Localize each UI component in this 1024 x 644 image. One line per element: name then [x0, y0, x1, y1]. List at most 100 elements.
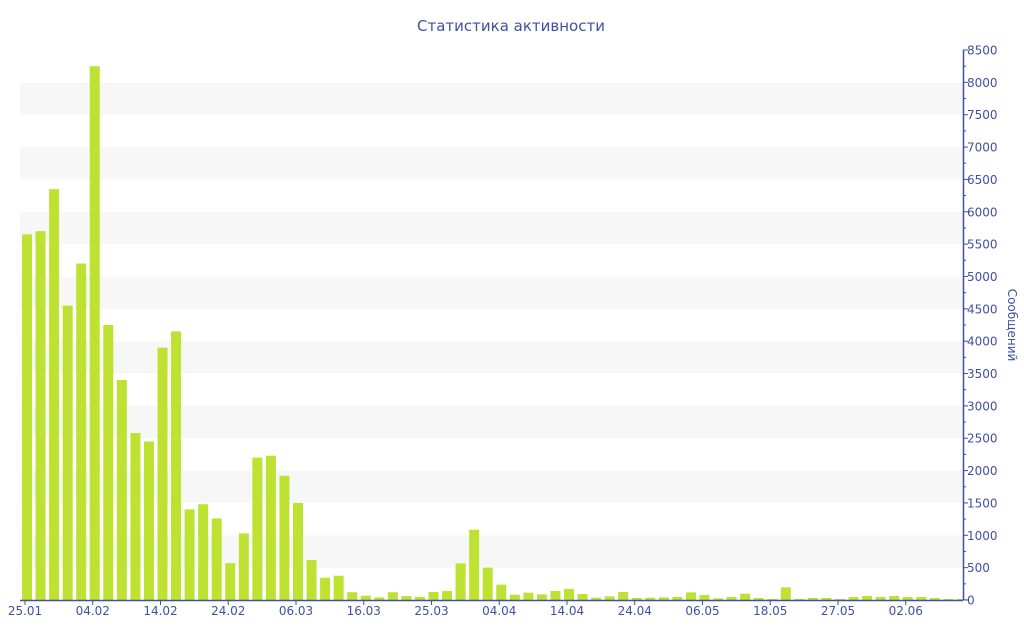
bar — [428, 591, 439, 600]
y-tick-label: 8500 — [967, 44, 998, 58]
x-tick-label: 27.05 — [821, 604, 855, 618]
y-tick-label: 4000 — [967, 335, 998, 349]
bar — [740, 593, 751, 600]
bar — [49, 189, 60, 600]
bar — [780, 587, 791, 600]
y-tick-label: 1000 — [967, 529, 998, 543]
x-tick-label: 18.05 — [753, 604, 787, 618]
bar — [536, 594, 547, 600]
y-axis-label: Сообщений — [1005, 289, 1019, 362]
bar — [320, 577, 331, 600]
x-tick-label: 24.02 — [211, 604, 245, 618]
x-tick-label: 14.04 — [550, 604, 584, 618]
bar — [753, 597, 764, 600]
grid-band — [20, 82, 963, 115]
bar — [875, 597, 886, 600]
bar — [252, 457, 263, 600]
bar — [848, 597, 859, 600]
bar — [265, 455, 276, 600]
bar — [509, 594, 520, 600]
chart-title: Статистика активности — [417, 17, 605, 35]
y-tick-label: 3000 — [967, 399, 998, 413]
x-tick-label: 25.01 — [8, 604, 42, 618]
bar — [211, 518, 222, 600]
bar — [767, 599, 778, 600]
x-tick-label: 14.02 — [143, 604, 177, 618]
y-tick-label: 3500 — [967, 367, 998, 381]
bar — [333, 575, 344, 600]
y-tick-label: 5000 — [967, 270, 998, 284]
bar — [862, 595, 873, 600]
bar — [387, 592, 398, 600]
bar — [76, 263, 87, 600]
bar — [414, 597, 425, 600]
bar — [22, 234, 32, 601]
bar — [604, 596, 615, 600]
grid-band — [20, 276, 963, 309]
bar — [401, 595, 412, 600]
y-tick-label: 1500 — [967, 496, 998, 510]
bar — [591, 597, 602, 600]
bar — [374, 597, 385, 600]
bar — [482, 567, 493, 600]
bar — [902, 597, 913, 600]
bar — [699, 595, 710, 600]
bar — [143, 441, 154, 600]
x-tick-label: 24.04 — [618, 604, 652, 618]
y-tick-label: 6000 — [967, 205, 998, 219]
bar — [726, 597, 737, 600]
bar — [929, 597, 940, 600]
bar — [198, 504, 209, 600]
x-tick-label: 25.03 — [414, 604, 448, 618]
x-tick-label: 06.05 — [685, 604, 719, 618]
bar — [157, 347, 168, 600]
bar — [889, 595, 900, 600]
y-tick-label: 8000 — [967, 76, 998, 90]
bar — [116, 380, 127, 600]
bar — [347, 592, 358, 600]
bar — [956, 599, 967, 600]
bar — [496, 584, 507, 600]
bar — [577, 593, 588, 600]
grid-band — [20, 211, 963, 245]
bar — [794, 599, 805, 600]
y-tick-label: 7000 — [967, 141, 998, 155]
bar — [713, 598, 724, 600]
y-tick-label: 2500 — [967, 432, 998, 446]
y-tick-label: 2000 — [967, 464, 998, 478]
bar — [35, 231, 46, 601]
x-tick-label: 16.03 — [347, 604, 381, 618]
bar — [442, 590, 453, 600]
bar — [645, 597, 656, 600]
bar — [103, 325, 114, 600]
bar — [89, 66, 100, 601]
y-tick-label: 6500 — [967, 173, 998, 187]
grid-band — [20, 147, 963, 180]
bar — [550, 590, 561, 600]
x-tick-label: 02.06 — [889, 604, 923, 618]
bar — [238, 533, 249, 600]
bar — [171, 331, 182, 600]
y-tick-label: 7500 — [967, 108, 998, 122]
bar — [293, 502, 303, 600]
bar — [130, 433, 141, 600]
y-tick-label: 4500 — [967, 302, 998, 316]
bar — [279, 475, 290, 600]
y-tick-label: 0 — [967, 594, 975, 608]
x-tick-label: 04.04 — [482, 604, 516, 618]
bar — [658, 597, 669, 600]
bar — [360, 595, 371, 600]
bar — [835, 599, 845, 600]
bar — [62, 305, 73, 600]
bar — [631, 597, 642, 600]
y-tick-label: 5500 — [967, 238, 998, 252]
bar — [306, 559, 317, 600]
bar — [564, 589, 574, 600]
bar — [807, 597, 818, 600]
bar — [916, 597, 927, 600]
bar — [685, 592, 696, 600]
bar — [523, 592, 534, 600]
bar — [225, 563, 236, 600]
bar — [184, 509, 195, 600]
